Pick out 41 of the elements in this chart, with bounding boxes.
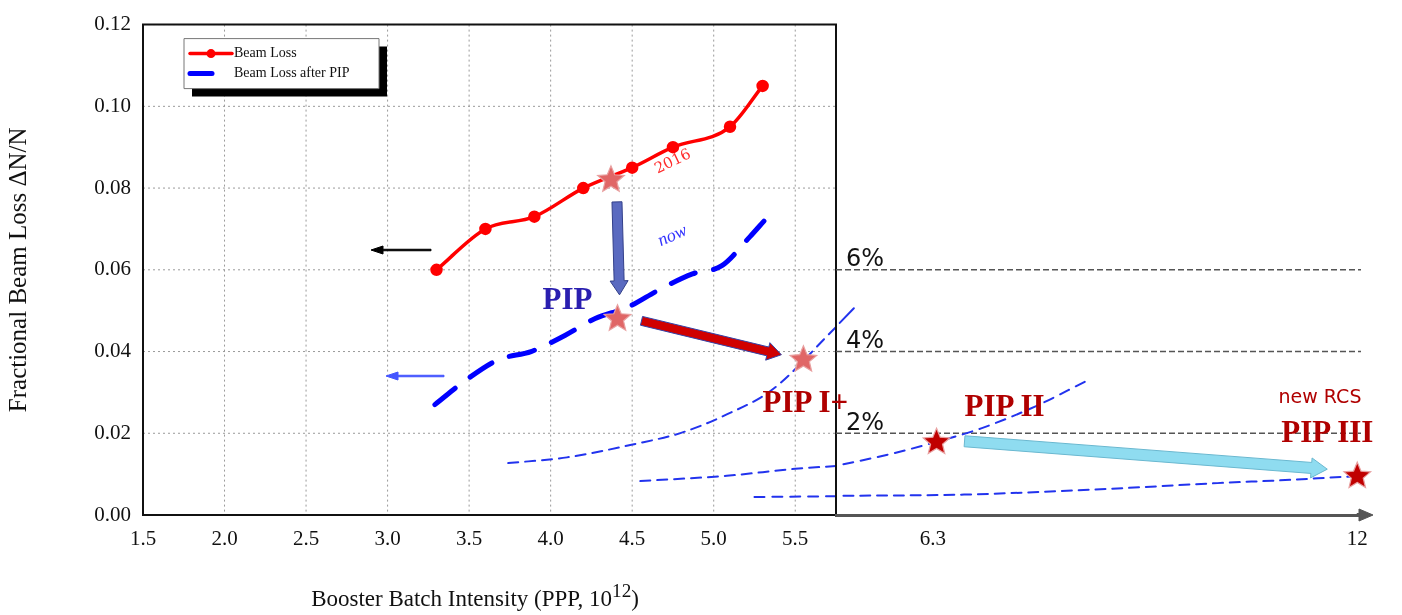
point xyxy=(577,181,590,195)
annotation: now xyxy=(654,219,690,250)
x-tick-label: 5.5 xyxy=(782,526,809,551)
y-axis-title: Fractional Beam Loss ΔN/N xyxy=(3,127,31,413)
annotation: 2016 xyxy=(651,144,694,178)
point xyxy=(597,165,625,192)
annotation: PIP xyxy=(542,280,593,316)
x-tick-label: 4.0 xyxy=(537,526,564,551)
y-tick-label: 0.00 xyxy=(94,501,131,526)
ref-line-label: 6% xyxy=(846,244,885,273)
y-tick-label: 0.08 xyxy=(94,174,131,199)
x-axis-title: Booster Batch Intensity (PPP, 10$^{12}$) xyxy=(310,580,640,612)
point xyxy=(479,222,492,236)
x-tick-label: 3.0 xyxy=(374,526,401,551)
ref-line-label: 4% xyxy=(846,325,885,354)
point xyxy=(603,304,632,331)
x-tick-label: 1.5 xyxy=(129,526,157,551)
x-tick-label: 4.5 xyxy=(619,526,646,551)
legend-label: Beam Loss after PIP xyxy=(234,65,350,81)
x-tick-label: 6.3 xyxy=(919,526,946,551)
y-tick-label: 0.10 xyxy=(94,92,131,117)
y-tick-label: 0.06 xyxy=(94,256,131,281)
x-tick-label: 12 xyxy=(1346,526,1368,551)
y-tick-label: 0.12 xyxy=(94,11,131,36)
point xyxy=(528,210,541,223)
point xyxy=(789,345,818,372)
point xyxy=(625,161,639,174)
y-tick-label: 0.04 xyxy=(94,338,132,363)
legend-label: Beam Loss xyxy=(234,45,297,61)
y-tick-label: 0.02 xyxy=(94,419,131,444)
line-series xyxy=(639,464,836,483)
ref-line-label: 2% xyxy=(846,407,885,436)
annotation: new RCS xyxy=(1278,384,1362,407)
annotation: PIP II xyxy=(964,388,1045,424)
x-tick-label: 2.0 xyxy=(211,526,238,551)
point xyxy=(723,120,737,134)
point xyxy=(756,79,769,93)
x-tick-label: 5.0 xyxy=(700,526,727,551)
x-tick-label: 2.5 xyxy=(292,526,320,551)
x-tick-label: 3.5 xyxy=(455,526,483,551)
point xyxy=(430,263,443,277)
